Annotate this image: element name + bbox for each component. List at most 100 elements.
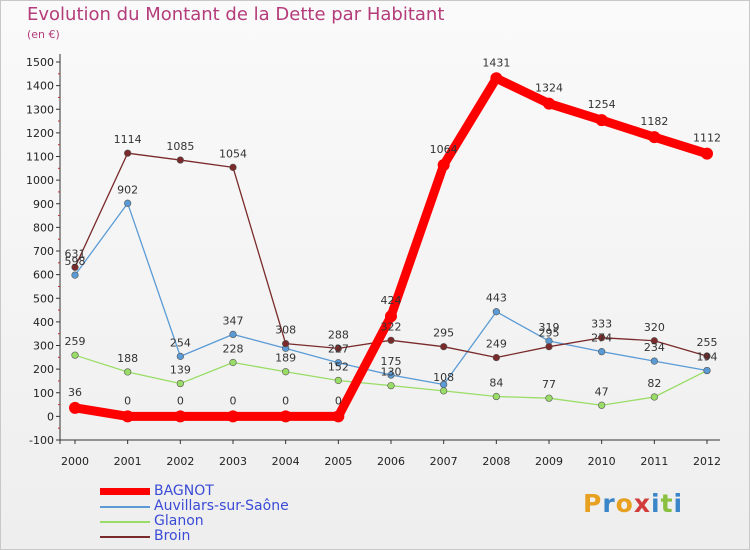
data-point (492, 353, 500, 362)
y-tick-label: 700 (33, 245, 54, 258)
data-label: 0 (177, 394, 184, 407)
legend-label-glanon: Glanon (154, 513, 204, 529)
data-point (176, 379, 184, 388)
legend-swatch-bagnot (100, 488, 150, 495)
data-point (440, 387, 448, 395)
data-label: 189 (275, 352, 296, 365)
data-point (71, 263, 79, 271)
x-tick-label: 2002 (166, 455, 194, 468)
data-point (176, 352, 184, 360)
data-point (124, 368, 132, 376)
data-point (387, 371, 395, 379)
legend-label-broin: Broin (154, 528, 191, 544)
x-tick-label: 2007 (430, 455, 458, 468)
x-tick-label: 2005 (324, 455, 352, 468)
legend-item-auvillars: Auvillars-sur-Saône (100, 499, 289, 514)
data-point (174, 410, 187, 423)
data-label: 254 (170, 336, 191, 349)
data-label: 1182 (640, 115, 668, 128)
legend-item-broin: Broin (100, 529, 289, 544)
data-point (229, 163, 237, 171)
data-point (437, 159, 450, 172)
data-label: 152 (328, 360, 349, 373)
data-point (282, 340, 290, 348)
data-label: 295 (539, 327, 560, 340)
legend-label-bagnot: BAGNOT (154, 483, 214, 499)
data-label: 902 (117, 183, 138, 196)
data-point (440, 343, 448, 351)
legend-item-glanon: Glanon (100, 514, 289, 529)
data-label: 1112 (693, 132, 721, 145)
data-point (334, 359, 342, 367)
data-label: 0 (335, 394, 342, 407)
data-label: 1114 (114, 133, 142, 146)
y-tick-label: 1000 (26, 174, 54, 187)
data-label: 139 (170, 364, 191, 377)
logo-letter: r (602, 489, 616, 518)
data-label: 82 (647, 377, 661, 390)
data-label: 130 (381, 366, 402, 379)
data-point (703, 366, 711, 375)
data-label: 0 (124, 394, 131, 407)
x-tick-label: 2003 (219, 455, 247, 468)
data-label: 234 (644, 341, 665, 354)
data-point (334, 376, 342, 385)
y-tick-label: 600 (33, 269, 54, 282)
legend-swatch-broin (100, 535, 150, 538)
y-tick-label: 100 (33, 387, 54, 400)
data-point (543, 97, 555, 110)
data-label: 77 (542, 378, 556, 391)
data-point (492, 308, 500, 316)
y-tick-label: 1300 (26, 103, 54, 116)
data-point (282, 368, 290, 376)
data-point (385, 310, 397, 323)
data-label: 175 (381, 355, 402, 368)
chart-title: Evolution du Montant de la Dette par Hab… (27, 4, 445, 25)
data-point (229, 330, 237, 338)
data-label: 308 (275, 324, 296, 337)
data-point (71, 271, 79, 279)
data-label: 1064 (430, 143, 458, 156)
x-tick-label: 2009 (535, 455, 563, 468)
data-label: 1254 (588, 98, 616, 111)
data-point (595, 114, 608, 127)
data-label: 249 (486, 338, 507, 351)
data-label: 227 (328, 343, 349, 356)
data-point (332, 410, 345, 423)
y-tick-label: 500 (33, 292, 54, 305)
data-point (334, 344, 342, 352)
y-tick-label: 1500 (26, 56, 54, 69)
data-point (176, 156, 184, 164)
x-tick-label: 2011 (640, 455, 668, 468)
data-point (440, 380, 448, 389)
x-tick-label: 2012 (693, 455, 721, 468)
data-point (650, 337, 658, 345)
data-label: 0 (230, 394, 237, 407)
data-label: 1431 (482, 56, 510, 69)
y-tick-label: 900 (33, 198, 54, 211)
data-label: 295 (433, 327, 454, 340)
logo-letter: o (615, 489, 634, 518)
legend: BAGNOT Auvillars-sur-Saône Glanon Broin (100, 484, 289, 544)
data-label: 1085 (166, 140, 194, 153)
data-point (703, 352, 711, 360)
data-point (227, 410, 239, 423)
y-tick-label: 1400 (26, 80, 54, 93)
y-tick-label: 300 (33, 340, 54, 353)
legend-swatch-glanon (100, 520, 150, 523)
logo-letter: P (583, 489, 603, 518)
data-label: 1054 (219, 147, 247, 160)
data-label: 194 (697, 351, 718, 364)
legend-label-auvillars: Auvillars-sur-Saône (154, 498, 289, 514)
y-tick-label: 400 (33, 316, 54, 329)
data-point (124, 199, 132, 207)
data-label: 108 (433, 371, 454, 384)
data-point (598, 348, 606, 356)
data-label: 598 (65, 255, 86, 268)
logo-letter: i (651, 489, 661, 518)
x-tick-label: 2006 (377, 455, 405, 468)
proxiti-logo: Proxiti (583, 489, 683, 518)
logo-letter: i (673, 489, 684, 518)
